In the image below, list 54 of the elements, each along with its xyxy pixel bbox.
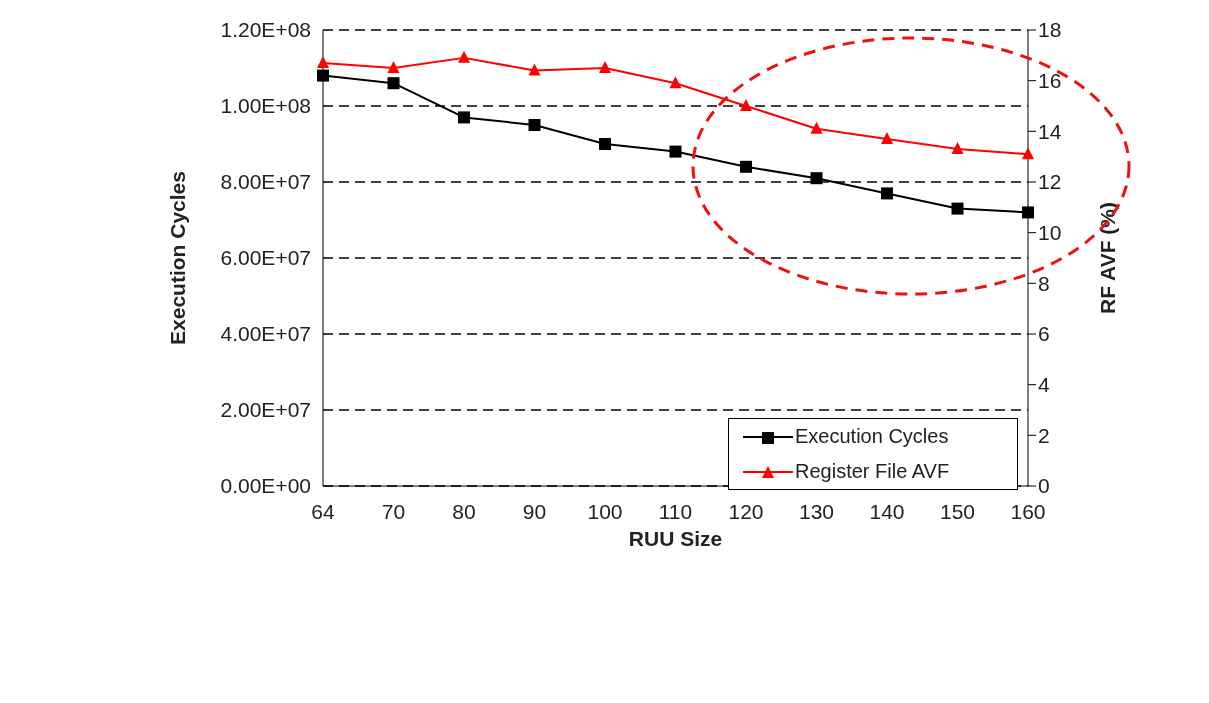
legend-label: Register File AVF: [795, 460, 950, 483]
x-tick-label: 150: [939, 499, 976, 523]
y2-tick-label: 18: [1038, 18, 1062, 42]
point: [387, 77, 400, 90]
y-tick-label: 1.00E+08: [220, 94, 311, 118]
point: [317, 55, 329, 68]
y-tick-label: 0.00E+00: [220, 474, 311, 498]
point: [810, 121, 823, 134]
point: [458, 50, 470, 63]
y2-tick-label: 16: [1038, 69, 1062, 93]
y2-tick-label: 14: [1038, 119, 1062, 143]
y2-tick-label: 8: [1038, 271, 1050, 295]
y-tick-label: 8.00E+07: [220, 170, 311, 194]
x-tick-label: 110: [658, 499, 693, 523]
point: [599, 61, 611, 73]
y-tick-label: 6.00E+07: [220, 246, 311, 270]
point: [1022, 147, 1034, 160]
point: [1022, 206, 1034, 219]
y2-tick-label: 10: [1038, 221, 1062, 245]
point: [528, 63, 541, 76]
point: [740, 99, 752, 111]
point: [387, 61, 400, 73]
y2-tick-label: 12: [1038, 170, 1062, 194]
y2-tick-label: 4: [1038, 373, 1050, 397]
y-axis-title: Execution Cycles: [166, 171, 190, 345]
point: [669, 145, 682, 158]
legend-label: Execution Cycles: [795, 425, 949, 448]
point: [881, 187, 893, 200]
x-tick-label: 90: [522, 499, 547, 523]
y-tick-label: 2.00E+07: [220, 398, 311, 422]
x-tick-label: 140: [869, 499, 905, 523]
x-tick-label: 130: [798, 499, 835, 523]
x-tick-label: 120: [728, 499, 764, 523]
point: [810, 172, 823, 185]
x-tick-label: 160: [1010, 499, 1046, 523]
point: [881, 131, 893, 144]
y-tick-label: 4.00E+07: [220, 322, 311, 346]
point: [317, 69, 329, 82]
x-tick-label: 64: [311, 499, 335, 523]
x-tick-label: 70: [381, 499, 406, 523]
point: [458, 111, 470, 124]
x-tick-label: 100: [587, 499, 623, 523]
y2-tick-label: 2: [1038, 423, 1050, 447]
x-tick-label: 80: [452, 499, 476, 523]
y2-tick-label: 6: [1038, 322, 1050, 346]
point: [669, 76, 682, 89]
point: [951, 142, 964, 155]
point: [599, 138, 611, 150]
point: [951, 202, 964, 215]
y-tick-label: 1.20E+08: [220, 18, 311, 42]
point: [528, 119, 541, 131]
point: [740, 160, 752, 173]
x-axis-title: RUU Size: [628, 527, 723, 550]
y2-tick-label: 0: [1038, 474, 1050, 498]
